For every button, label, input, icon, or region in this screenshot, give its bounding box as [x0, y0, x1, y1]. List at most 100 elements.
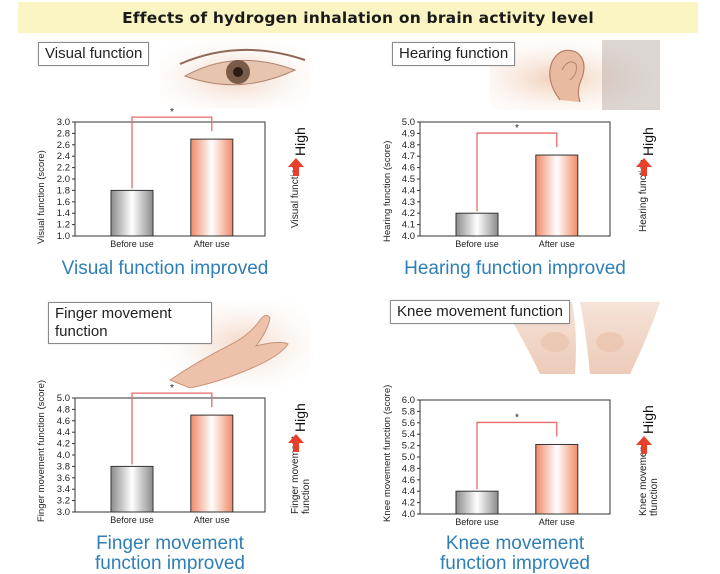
y-tick-label: 4.0 [402, 509, 415, 520]
hand-photo [160, 300, 310, 388]
significance-marker: * [515, 412, 519, 423]
y-tick-label: 6.0 [402, 395, 415, 406]
caption: Finger movement function improved [10, 534, 330, 574]
x-tick-label: Before use [455, 517, 499, 527]
significance-bracket [131, 392, 213, 465]
bar-before-use [110, 465, 154, 513]
y-tick-label: 5.2 [402, 441, 415, 452]
plot-frame [74, 121, 266, 237]
y-tick-label: 4.0 [402, 231, 415, 242]
y-tick-label: 2.4 [57, 151, 70, 162]
plot-frame [74, 397, 266, 513]
bar-before-use [455, 490, 499, 515]
caption: Knee movement function improved [360, 534, 670, 574]
side-label: Knee movemen tfunction [638, 446, 660, 516]
y-tick-label: 3.0 [57, 117, 70, 128]
y-tick-label: 3.8 [57, 461, 70, 472]
plot-frame [419, 121, 611, 237]
up-arrow-icon [288, 434, 304, 452]
high-label: High [640, 127, 656, 156]
y-tick-label: 4.9 [402, 128, 415, 139]
y-tick-label: 5.0 [57, 393, 70, 404]
high-label: High [292, 127, 308, 156]
panel-label: Hearing function [392, 42, 516, 66]
caption-line: Visual function improved [61, 258, 269, 279]
panel-label: Knee movement function [390, 300, 570, 324]
high-indicator: Visual function High [288, 120, 310, 230]
y-tick-label: 1.6 [57, 197, 70, 208]
bar-chart-knee: 4.04.24.44.64.85.05.25.45.65.86.0 Before … [402, 395, 611, 527]
bar-before-use [110, 189, 154, 237]
y-tick-label: 1.0 [57, 231, 70, 242]
bar-chart-finger: 3.03.23.43.63.84.04.24.44.64.85.0 Before … [57, 383, 266, 525]
high-label: High [292, 403, 308, 432]
y-tick-label: 4.2 [402, 498, 415, 509]
caption-line: function improved [440, 553, 590, 574]
caption-line: Knee movement [445, 533, 585, 554]
y-tick-label: 4.0 [57, 450, 70, 461]
y-tick-label: 4.1 [402, 220, 415, 231]
bar-after-use [535, 443, 579, 515]
y-tick-label: 2.8 [57, 128, 70, 139]
y-tick-label: 5.0 [402, 117, 415, 128]
y-tick-label: 5.4 [402, 429, 415, 440]
y-tick-label: 5.0 [402, 452, 415, 463]
y-tick-label: 2.2 [57, 163, 70, 174]
panel-label: Visual function [38, 42, 150, 66]
significance-marker: * [170, 383, 174, 394]
y-tick-label: 1.4 [57, 208, 70, 219]
panel-visual-function: Visual function Visual function (score) … [10, 36, 350, 296]
y-tick-label: 2.6 [57, 140, 70, 151]
x-tick-label: After use [539, 517, 575, 527]
y-tick-label: 4.6 [57, 416, 70, 427]
x-tick-label: After use [539, 239, 575, 249]
significance-bracket [476, 132, 558, 212]
y-tick-label: 4.5 [402, 174, 415, 185]
caption-line: Finger movement [96, 533, 244, 554]
significance-marker: * [170, 107, 174, 118]
y-tick-label: 4.4 [402, 486, 415, 497]
y-tick-label: 4.4 [402, 185, 415, 196]
page-title: Effects of hydrogen inhalation on brain … [18, 2, 698, 33]
y-tick-label: 2.0 [57, 174, 70, 185]
y-tick-label: 4.6 [402, 475, 415, 486]
x-tick-label: After use [194, 515, 230, 525]
caption: Hearing function improved [360, 259, 670, 279]
high-indicator: Hearing function High [636, 120, 658, 232]
up-arrow-icon [636, 436, 652, 454]
ear-photo [490, 40, 660, 110]
y-tick-label: 4.6 [402, 163, 415, 174]
y-tick-label: 3.2 [57, 496, 70, 507]
significance-bracket [476, 421, 558, 490]
high-indicator: Finger movement function High [288, 396, 312, 514]
y-tick-label: 4.8 [402, 463, 415, 474]
bar-chart-visual: 1.01.21.41.61.82.02.22.42.62.83.0 Before … [57, 107, 266, 249]
y-tick-label: 3.4 [57, 484, 70, 495]
y-tick-label: 4.2 [57, 439, 70, 450]
panel-finger-movement: Finger movement function Finger movement… [10, 300, 350, 574]
bar-after-use [190, 414, 234, 513]
side-label-line: tfunction [649, 478, 660, 516]
high-label: High [640, 405, 656, 434]
significance-bracket [131, 116, 213, 189]
caption-line: function improved [95, 553, 245, 574]
y-tick-label: 1.8 [57, 185, 70, 196]
y-tick-label: 5.6 [402, 418, 415, 429]
bar-before-use [455, 212, 499, 237]
y-tick-label: 4.7 [402, 151, 415, 162]
bar-after-use [190, 138, 234, 237]
x-tick-label: After use [194, 239, 230, 249]
high-indicator: Knee movemen tfunction High [636, 398, 660, 516]
y-tick-label: 4.3 [402, 197, 415, 208]
y-tick-label: 4.8 [57, 404, 70, 415]
x-tick-label: Before use [110, 239, 154, 249]
up-arrow-icon [288, 158, 304, 176]
y-tick-label: 3.0 [57, 507, 70, 518]
y-tick-label: 4.4 [57, 427, 70, 438]
y-tick-label: 4.2 [402, 208, 415, 219]
bar-chart-hearing: 4.04.14.24.34.44.54.64.74.84.95.0 Before … [402, 117, 611, 249]
y-tick-label: 1.2 [57, 220, 70, 231]
panel-label: Finger movement function [48, 302, 212, 344]
x-tick-label: Before use [110, 515, 154, 525]
x-tick-label: Before use [455, 239, 499, 249]
